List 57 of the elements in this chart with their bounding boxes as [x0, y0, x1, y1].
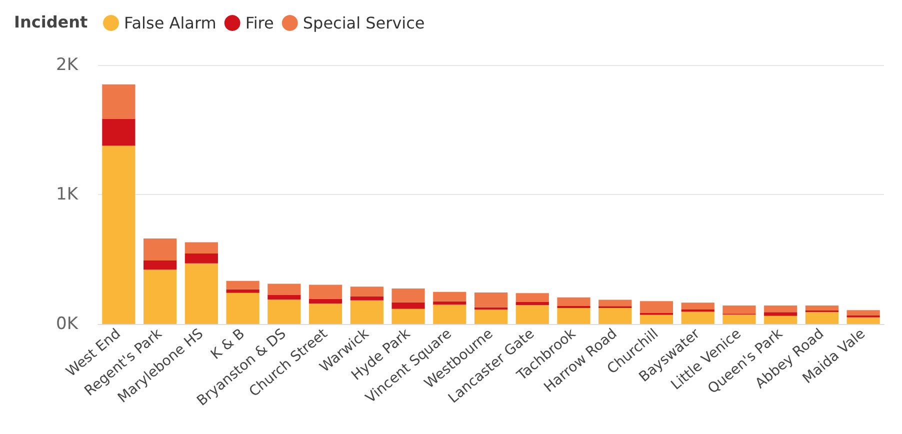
bar — [846, 317, 880, 324]
bar — [805, 312, 838, 324]
bar — [764, 316, 798, 324]
bar — [102, 146, 136, 324]
bar — [392, 308, 425, 324]
y-tick-label: 0K — [56, 314, 79, 334]
y-tick-label: 2K — [56, 55, 79, 75]
bar — [226, 292, 260, 324]
bar — [144, 270, 177, 324]
bar — [805, 305, 838, 311]
bar — [350, 286, 384, 296]
bar — [764, 312, 798, 316]
bar — [350, 296, 384, 300]
bar — [722, 305, 756, 314]
bar — [226, 289, 260, 293]
bar — [598, 308, 632, 324]
bar — [433, 301, 466, 305]
bar — [474, 292, 508, 308]
bar — [184, 242, 218, 254]
bar — [433, 292, 466, 302]
bar — [268, 284, 301, 295]
bar — [144, 238, 177, 261]
bar — [268, 294, 301, 300]
bar — [764, 305, 798, 312]
legend-label: False Alarm — [124, 14, 216, 32]
bar — [474, 309, 508, 324]
bar — [308, 284, 342, 299]
legend-label: Fire — [245, 14, 274, 32]
y-tick-label: 1K — [56, 184, 79, 204]
bar — [102, 84, 136, 119]
bar — [516, 305, 549, 324]
bar — [557, 308, 590, 324]
bar — [350, 300, 384, 324]
bar — [516, 302, 549, 306]
bar — [392, 288, 425, 302]
bar — [226, 280, 260, 290]
bar — [722, 314, 756, 324]
bar — [557, 297, 590, 306]
bar — [144, 260, 177, 270]
bar — [184, 263, 218, 324]
bar — [184, 254, 218, 264]
bar — [268, 300, 301, 324]
legend-label: Special Service — [302, 14, 425, 32]
bar — [308, 298, 342, 304]
bar — [308, 304, 342, 324]
bar — [681, 312, 714, 324]
bar — [640, 301, 674, 313]
bar — [102, 118, 136, 146]
bar — [598, 300, 632, 306]
bar — [640, 314, 674, 324]
bar — [433, 304, 466, 324]
bar — [516, 293, 549, 302]
bar — [681, 302, 714, 310]
bar — [846, 310, 880, 316]
legend-title: Incident — [14, 12, 88, 32]
bar — [392, 302, 425, 309]
bar — [681, 309, 714, 312]
